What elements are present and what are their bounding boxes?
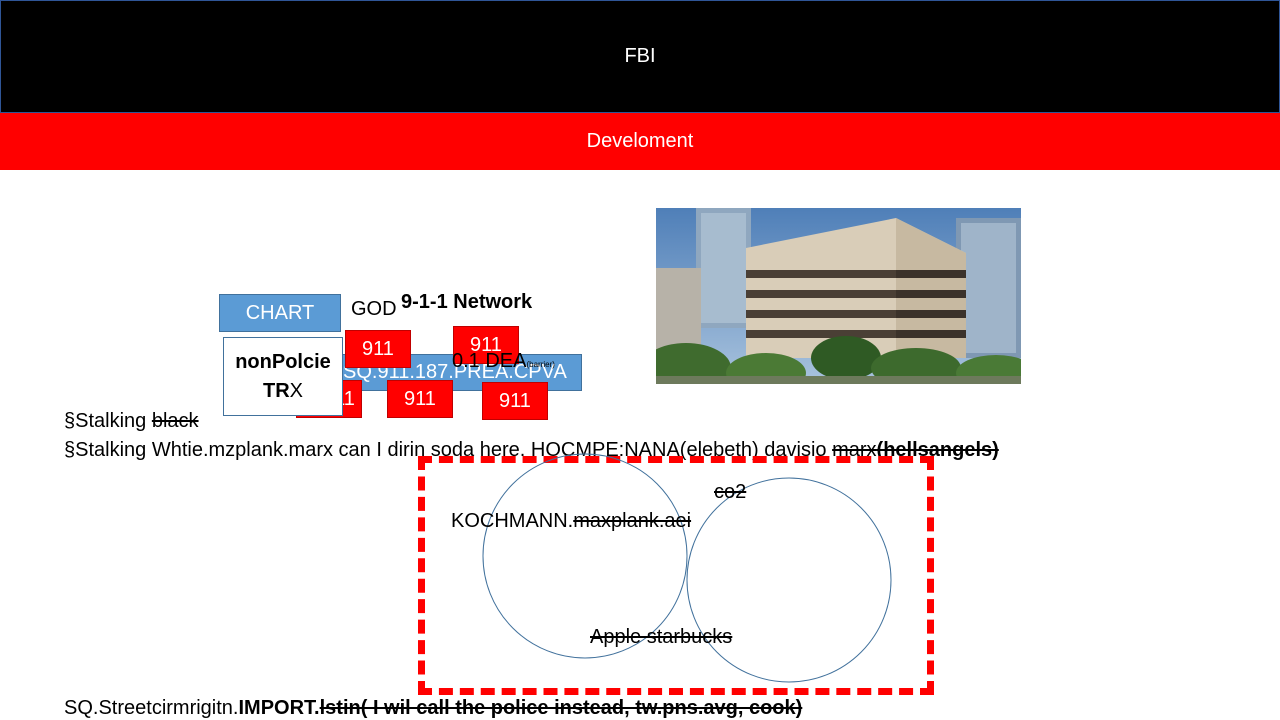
dea-text: 0.1 DEA — [452, 350, 527, 372]
badge-911-c-label: 911 — [404, 387, 436, 410]
nonpolice-line2-normal: X — [289, 379, 303, 402]
title-bar: FBI — [0, 0, 1280, 113]
stalking-line-2-struck-bold: (hellsangels) — [876, 439, 999, 461]
nonpolice-line1: nonPolcie — [235, 350, 331, 373]
venn-right-label: co2 — [714, 481, 747, 503]
chart-button[interactable]: CHART — [219, 294, 341, 332]
badge-911-b-label: 911 — [470, 333, 502, 356]
chart-button-label: CHART — [245, 301, 315, 324]
venn-left-label-prefix: KOCHMANN. — [451, 510, 574, 532]
stalking-line-2-struck: marx — [832, 439, 877, 461]
god-label: GOD — [351, 298, 397, 320]
badge-911-a-label: 911 — [362, 337, 394, 360]
bottom-code-bold: IMPORT. — [238, 697, 320, 719]
dashed-highlight-box — [418, 456, 934, 695]
bottom-code-prefix: SQ.Streetcirmrigitn. — [64, 697, 239, 719]
venn-left-label-struck: maxplank.aei — [573, 510, 692, 532]
slide-subtitle: Develoment — [586, 130, 694, 152]
bottom-code-line: SQ.Streetcirmrigitn.IMPORT.lstin( I wil … — [64, 697, 802, 720]
dea-label: 0.1 DEA(barrier) — [452, 350, 555, 373]
nonpolice-box: nonPolcie TRX — [223, 337, 343, 416]
badge-911-d-label: 911 — [499, 389, 531, 412]
network-label: 9-1-1 Network — [401, 291, 533, 313]
subtitle-bar: Develoment — [0, 113, 1280, 170]
badge-911-a: 911 — [345, 330, 411, 368]
dea-sub: (barrier) — [526, 360, 555, 369]
stalking-line-1: §Stalking black — [64, 410, 199, 433]
nonpolice-line2: TRX — [263, 377, 303, 406]
nonpolice-line2-bold: TR — [262, 379, 290, 402]
stalking-line-1-prefix: §Stalking — [64, 410, 152, 432]
venn-bottom-label: Apple starbucks — [590, 626, 733, 648]
badge-911-c: 911 — [387, 380, 453, 418]
building-illustration — [656, 208, 1021, 384]
bottom-code-struck: lstin( I wil call the police instead, tw… — [319, 697, 803, 719]
venn-left-label: KOCHMANN.maxplank.aei — [451, 510, 691, 533]
badge-911-b: 911 — [453, 326, 519, 364]
slide-title: FBI — [624, 45, 656, 67]
stalking-line-1-struck: black — [151, 410, 199, 432]
office-building-photo — [656, 208, 1021, 384]
badge-911-d: 911 — [482, 382, 548, 420]
